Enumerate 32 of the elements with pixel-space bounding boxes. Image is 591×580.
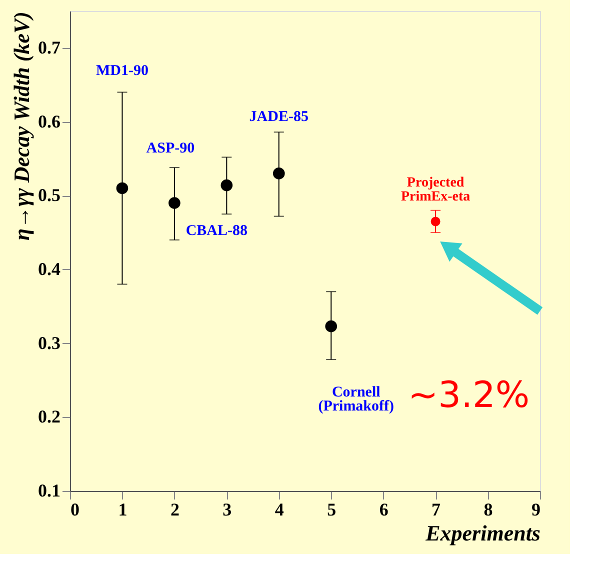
annotation: JADE-85 bbox=[249, 109, 308, 126]
x-tick-label: 5 bbox=[327, 500, 336, 520]
annotation: Cornell (Primakoff) bbox=[318, 384, 394, 415]
point bbox=[116, 182, 128, 194]
y-tick-label: 0.2 bbox=[38, 406, 60, 427]
point bbox=[430, 216, 440, 226]
annotation: ~3.2% bbox=[408, 375, 530, 416]
x-tick-label: 7 bbox=[432, 500, 441, 520]
x-tick-label: 0 bbox=[70, 500, 80, 520]
point bbox=[272, 168, 285, 180]
y-tick-label: 0.5 bbox=[38, 185, 60, 206]
annotation: ASP-90 bbox=[146, 140, 195, 157]
annotation: Projected PrimEx-eta bbox=[400, 175, 470, 204]
annotation: CBAL-88 bbox=[186, 223, 248, 240]
point bbox=[325, 320, 338, 332]
point bbox=[168, 197, 180, 209]
x-tick-label: 2 bbox=[170, 500, 180, 520]
x-axis-title: Experiments bbox=[424, 520, 540, 546]
point bbox=[220, 179, 233, 192]
y-tick-label: 0.3 bbox=[38, 332, 60, 353]
x-tick-label: 8 bbox=[484, 500, 493, 520]
annotation: MD1-90 bbox=[96, 63, 148, 80]
y-tick-label: 0.4 bbox=[38, 258, 60, 279]
y-tick-label: 0.6 bbox=[38, 111, 60, 132]
x-tick-label: 3 bbox=[222, 500, 232, 520]
y-tick-label: 0.7 bbox=[38, 37, 60, 58]
x-tick-label: 9 bbox=[532, 500, 540, 520]
y-axis-title: η→γγ Decay Width (keV) bbox=[9, 12, 34, 240]
x-tick-label: 4 bbox=[274, 500, 284, 520]
y-tick-label: 0.1 bbox=[38, 480, 60, 500]
x-tick-label: 6 bbox=[379, 500, 388, 520]
x-tick-label: 1 bbox=[118, 500, 128, 520]
